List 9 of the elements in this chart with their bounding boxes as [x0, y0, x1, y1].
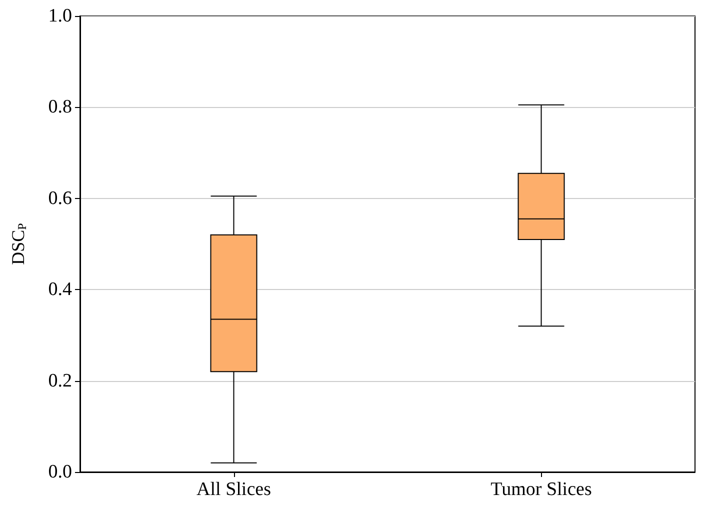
y-tick-label: 0.0 — [48, 462, 72, 482]
y-tick-label: 0.2 — [48, 370, 72, 392]
x-tick-label: All Slices — [196, 479, 271, 500]
y-axis-title: DSCP — [8, 222, 29, 265]
x-tick-label: Tumor Slices — [490, 479, 592, 500]
y-tick-label: 0.4 — [48, 279, 72, 300]
y-tick-label: 0.8 — [48, 96, 72, 118]
y-tick-label: 0.6 — [48, 188, 72, 209]
y-tick-label: 1.0 — [48, 6, 72, 26]
